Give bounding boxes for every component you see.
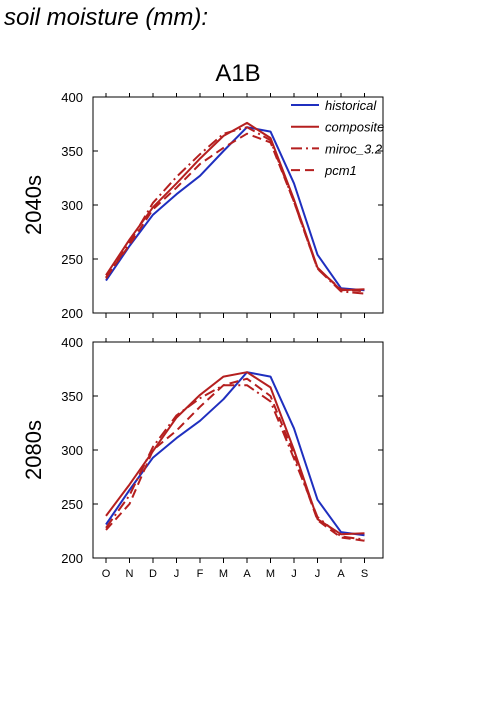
x-tick-label: J bbox=[315, 568, 321, 580]
x-tick-label: D bbox=[149, 568, 157, 580]
legend-label: composite bbox=[325, 120, 384, 135]
y-tick-label: 250 bbox=[61, 252, 83, 267]
x-tick-label: J bbox=[291, 568, 297, 580]
y-tick-label: 200 bbox=[61, 306, 83, 321]
x-tick-label: M bbox=[266, 568, 275, 580]
y-tick-label: 350 bbox=[61, 389, 83, 404]
x-tick-label: A bbox=[243, 568, 251, 580]
x-tick-label: S bbox=[361, 568, 368, 580]
legend-label: historical bbox=[325, 98, 377, 113]
x-tick-label: M bbox=[219, 568, 228, 580]
y-tick-label: 250 bbox=[61, 497, 83, 512]
row-label: 2040s bbox=[21, 175, 46, 235]
y-tick-label: 400 bbox=[61, 335, 83, 350]
y-tick-label: 400 bbox=[61, 90, 83, 105]
legend-label: pcm1 bbox=[324, 163, 357, 178]
series-line-historical bbox=[105, 371, 365, 537]
series-line-pcm1 bbox=[105, 132, 365, 293]
y-tick-label: 300 bbox=[61, 198, 83, 213]
x-tick-label: F bbox=[197, 568, 204, 580]
x-tick-label: N bbox=[126, 568, 134, 580]
x-tick-label: A bbox=[337, 568, 345, 580]
y-tick-label: 300 bbox=[61, 443, 83, 458]
chart-title: A1B bbox=[215, 60, 260, 87]
page-title: soil moisture (mm): bbox=[4, 4, 209, 31]
series-line-historical bbox=[105, 126, 365, 292]
legend-label: miroc_3.2 bbox=[325, 141, 383, 156]
x-tick-label: J bbox=[174, 568, 180, 580]
y-tick-label: 200 bbox=[61, 551, 83, 566]
row-label: 2080s bbox=[21, 420, 46, 480]
series-line-miroc-3-2 bbox=[105, 384, 365, 541]
x-tick-label: O bbox=[102, 568, 111, 580]
y-tick-label: 350 bbox=[61, 144, 83, 159]
series-line-pcm1 bbox=[105, 377, 365, 542]
